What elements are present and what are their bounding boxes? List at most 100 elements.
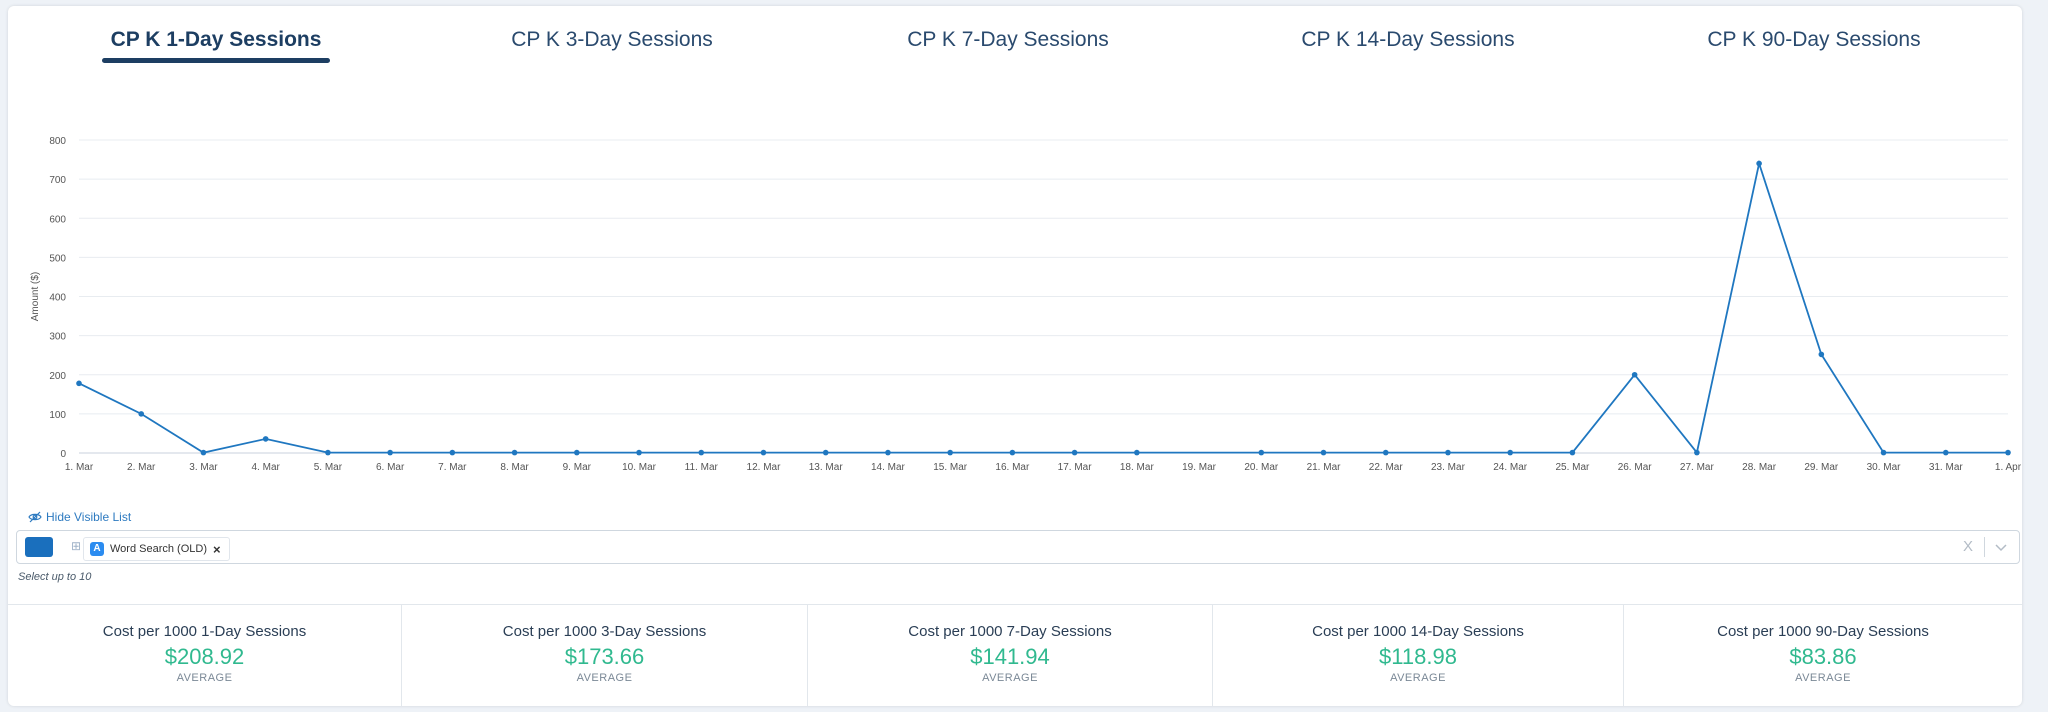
data-point <box>2005 449 2011 456</box>
x-tick-label: 15. Mar <box>933 462 968 473</box>
x-tick-label: 4. Mar <box>252 462 281 473</box>
data-point <box>698 449 705 456</box>
data-point <box>262 436 269 442</box>
y-tick-label: 700 <box>49 175 66 186</box>
app-multi-select[interactable]: ⊞ A Word Search (OLD) × X <box>16 530 2020 564</box>
stat-value: $141.94 <box>970 644 1050 669</box>
data-point <box>947 449 953 456</box>
stat-title: Cost per 1000 1-Day Sessions <box>102 623 307 640</box>
stat-3-day: Cost per 1000 3-Day Sessions $173.66 AVE… <box>402 605 808 706</box>
x-tick-label: 1. Apr <box>1995 462 2022 473</box>
stat-14-day: Cost per 1000 14-Day Sessions $118.98 AV… <box>1213 605 1624 706</box>
x-tick-label: 10. Mar <box>622 462 657 473</box>
x-tick-label: 1. Mar <box>65 462 94 473</box>
data-point <box>76 380 82 387</box>
tab-1-day-sessions[interactable]: CP K 1-Day Sessions <box>110 28 322 51</box>
data-point <box>636 449 642 456</box>
y-tick-label: 300 <box>49 332 66 343</box>
x-tick-label: 19. Mar <box>1182 462 1217 473</box>
x-tick-label: 5. Mar <box>314 462 343 473</box>
selected-app-chip-label: Word Search (OLD) <box>110 543 207 555</box>
y-tick-label: 400 <box>49 293 66 304</box>
x-tick-label: 21. Mar <box>1307 462 1342 473</box>
x-tick-label: 7. Mar <box>438 462 467 473</box>
stat-label: AVERAGE <box>1795 672 1851 684</box>
clear-selection-button[interactable]: X <box>1962 538 1973 555</box>
data-point <box>822 449 829 456</box>
data-point <box>387 449 393 456</box>
x-tick-label: 11. Mar <box>685 462 719 473</box>
data-point <box>1009 449 1016 456</box>
y-tick-label: 100 <box>49 410 66 421</box>
x-tick-label: 9. Mar <box>563 462 592 473</box>
data-point <box>1071 449 1078 456</box>
data-point <box>449 449 456 456</box>
x-tick-label: 27. Mar <box>1680 462 1715 473</box>
eye-slash-icon <box>28 511 42 523</box>
series-line <box>78 160 2008 455</box>
data-point <box>574 449 580 456</box>
color-swatch <box>25 537 53 557</box>
data-point <box>1382 449 1389 456</box>
x-tick-label: 28. Mar <box>1742 462 1777 473</box>
stat-title: Cost per 1000 3-Day Sessions <box>502 623 707 640</box>
data-point <box>1631 371 1638 378</box>
y-axis-label: Amount ($) <box>30 272 41 321</box>
x-tick-label: 24. Mar <box>1493 462 1528 473</box>
x-tick-label: 25. Mar <box>1555 462 1590 473</box>
tab-3-day-sessions[interactable]: CP K 3-Day Sessions <box>511 28 713 51</box>
stat-label: AVERAGE <box>576 672 633 684</box>
y-tick-label: 0 <box>60 449 66 460</box>
data-point <box>1942 449 1949 456</box>
data-point <box>511 449 518 456</box>
stat-label: AVERAGE <box>176 672 233 684</box>
x-tick-label: 13. Mar <box>809 462 844 473</box>
data-point <box>325 449 331 456</box>
data-point <box>1320 449 1327 456</box>
stat-90-day: Cost per 1000 90-Day Sessions $83.86 AVE… <box>1624 605 2022 706</box>
data-point <box>1818 351 1825 358</box>
tab-14-day-sessions[interactable]: CP K 14-Day Sessions <box>1301 28 1515 51</box>
select-helper-text: Select up to 10 <box>18 571 92 583</box>
y-tick-label: 500 <box>49 253 66 264</box>
x-tick-label: 31. Mar <box>1929 462 1964 473</box>
y-tick-label: 600 <box>49 214 66 225</box>
grid-icon: ⊞ <box>70 539 82 553</box>
selected-app-chip[interactable]: A Word Search (OLD) × <box>83 537 230 561</box>
tab-90-day-sessions[interactable]: CP K 90-Day Sessions <box>1707 28 1921 51</box>
stat-7-day: Cost per 1000 7-Day Sessions $141.94 AVE… <box>808 605 1213 706</box>
active-tab-indicator <box>102 58 330 63</box>
stat-1-day: Cost per 1000 1-Day Sessions $208.92 AVE… <box>8 605 402 706</box>
data-point <box>1258 449 1265 456</box>
data-point <box>885 449 891 456</box>
x-tick-label: 23. Mar <box>1431 462 1466 473</box>
data-point <box>760 449 767 456</box>
tab-bar: CP K 1-Day Sessions CP K 3-Day Sessions … <box>8 6 2022 76</box>
select-divider <box>1984 537 1985 557</box>
y-tick-label: 200 <box>49 371 66 382</box>
remove-chip-icon[interactable]: × <box>213 541 221 557</box>
stat-value: $118.98 <box>1379 644 1457 669</box>
data-point <box>200 449 207 456</box>
stat-title: Cost per 1000 14-Day Sessions <box>1312 623 1524 640</box>
x-tick-label: 22. Mar <box>1369 462 1404 473</box>
data-point <box>138 411 145 417</box>
x-tick-label: 12. Mar <box>747 462 782 473</box>
x-tick-label: 2. Mar <box>127 462 156 473</box>
data-point <box>1694 449 1700 456</box>
stat-value: $208.92 <box>164 644 245 669</box>
data-point <box>1445 449 1451 456</box>
hide-visible-list-toggle[interactable]: Hide Visible List <box>28 510 131 524</box>
x-tick-label: 16. Mar <box>995 462 1030 473</box>
x-tick-label: 14. Mar <box>871 462 906 473</box>
tab-7-day-sessions[interactable]: CP K 7-Day Sessions <box>907 28 1109 51</box>
chevron-down-icon[interactable] <box>1993 539 2009 555</box>
x-tick-label: 26. Mar <box>1618 462 1653 473</box>
x-tick-label: 17. Mar <box>1058 462 1093 473</box>
dashboard-card: CP K 1-Day Sessions CP K 3-Day Sessions … <box>8 6 2022 706</box>
sessions-line-chart: 0 100 200 300 400 500 600 700 800 Amount ($) 1. Ma… <box>30 136 2022 473</box>
x-tick-label: 6. Mar <box>376 462 405 473</box>
stat-label: AVERAGE <box>982 672 1038 684</box>
data-point <box>1134 449 1140 456</box>
x-tick-label: 8. Mar <box>500 462 529 473</box>
